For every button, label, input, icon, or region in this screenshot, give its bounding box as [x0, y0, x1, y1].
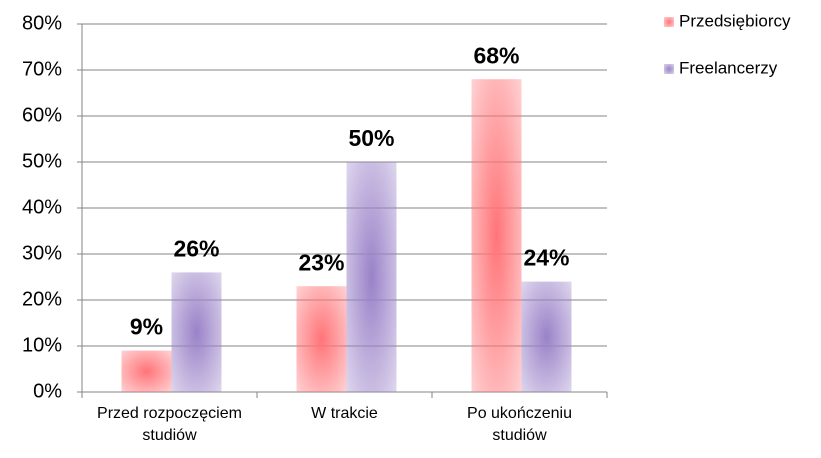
bar: [521, 281, 572, 392]
data-label: 68%: [473, 42, 519, 68]
legend-label: Freelancerzy: [679, 58, 778, 77]
x-category: Po ukończeniu studiów: [467, 405, 572, 444]
y-tick-label: 20%: [22, 288, 62, 310]
y-tick-label: 40%: [22, 196, 62, 218]
data-label: 9%: [130, 314, 163, 340]
y-tick-label: 60%: [22, 104, 62, 126]
y-tick-label: 80%: [22, 12, 62, 34]
bar: [471, 79, 522, 392]
y-tick-label: 30%: [22, 242, 62, 264]
bar: [296, 286, 347, 392]
bar: [121, 350, 172, 392]
bar: [171, 272, 222, 392]
x-tick-label: Po ukończeniu studiów: [467, 405, 572, 444]
x-category: Przed rozpoczęciem studiów: [97, 405, 242, 444]
y-tick-label: 50%: [22, 150, 62, 172]
y-tick-label: 10%: [22, 334, 62, 356]
data-label: 23%: [298, 249, 344, 275]
data-label: 24%: [523, 245, 569, 271]
bar: [346, 162, 397, 392]
data-label: 26%: [173, 235, 219, 261]
y-tick-label: 0%: [33, 380, 62, 402]
legend-swatch: [664, 64, 674, 74]
x-tick-label: W trakcie: [311, 405, 378, 422]
legend-label: Przedsiębiorcy: [679, 11, 791, 30]
x-tick-label: Przed rozpoczęciem studiów: [97, 405, 242, 444]
data-label: 50%: [348, 125, 394, 151]
y-tick-label: 70%: [22, 58, 62, 80]
x-category: W trakcie: [311, 405, 378, 422]
legend-swatch: [664, 17, 674, 27]
